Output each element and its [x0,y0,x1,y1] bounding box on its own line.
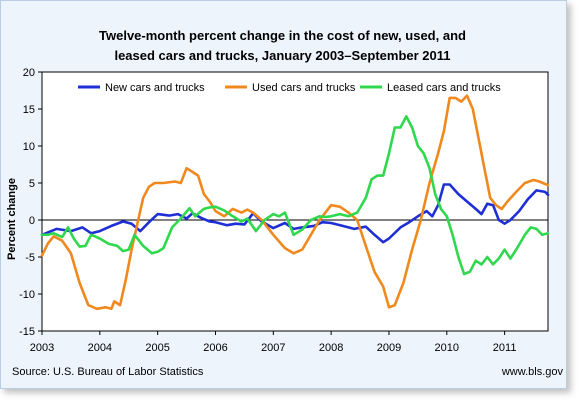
y-tick-label: 20 [23,67,35,79]
legend-label: Used cars and trucks [252,82,356,94]
x-tick-label: 2011 [493,342,517,354]
y-tick-label: -15 [19,326,35,338]
legend: New cars and trucks Used cars and trucks L… [78,82,501,94]
source-note: Source: U.S. Bureau of Labor Statistics [12,366,204,378]
series-line-used-cars-and-trucks [40,94,550,311]
x-tick-label: 2010 [435,342,459,354]
chart-title: Twelve-month percent change in the cost … [0,26,565,66]
chart-title-line-1: Twelve-month percent change in the cost … [99,28,466,43]
series-line-new-cars-and-trucks [40,183,550,244]
x-tick-label: 2009 [377,342,401,354]
site-url: www.bls.gov [501,366,563,378]
y-tick-label: 0 [29,215,35,227]
x-tick-label: 2008 [319,342,343,354]
legend-label: New cars and trucks [105,82,205,94]
y-tick-label: -5 [25,252,35,264]
y-tick-label: 10 [23,141,35,153]
y-axis: 20 15 10 5 0 -5 -10 -15 [19,67,42,338]
x-tick-label: 2004 [88,342,112,354]
series-line-leased-cars-and-trucks [40,115,550,276]
x-tick-label: 2003 [30,342,54,354]
plot-background [41,71,549,332]
series-group [40,94,550,311]
legend-label: Leased cars and trucks [387,82,501,94]
y-tick-label: 15 [23,104,35,116]
x-tick-label: 2006 [203,342,227,354]
y-axis-label: Percent change [6,178,18,260]
y-tick-label: 5 [29,178,35,190]
y-tick-label: -10 [19,289,35,301]
plot-area [41,71,549,332]
chart-title-line-2: leased cars and trucks, January 2003–Sep… [114,48,451,63]
x-tick-label: 2007 [261,342,285,354]
x-tick-label: 2005 [145,342,169,354]
x-axis: 2003 2004 2005 2006 2007 2008 2009 2010 2011 [30,331,517,354]
